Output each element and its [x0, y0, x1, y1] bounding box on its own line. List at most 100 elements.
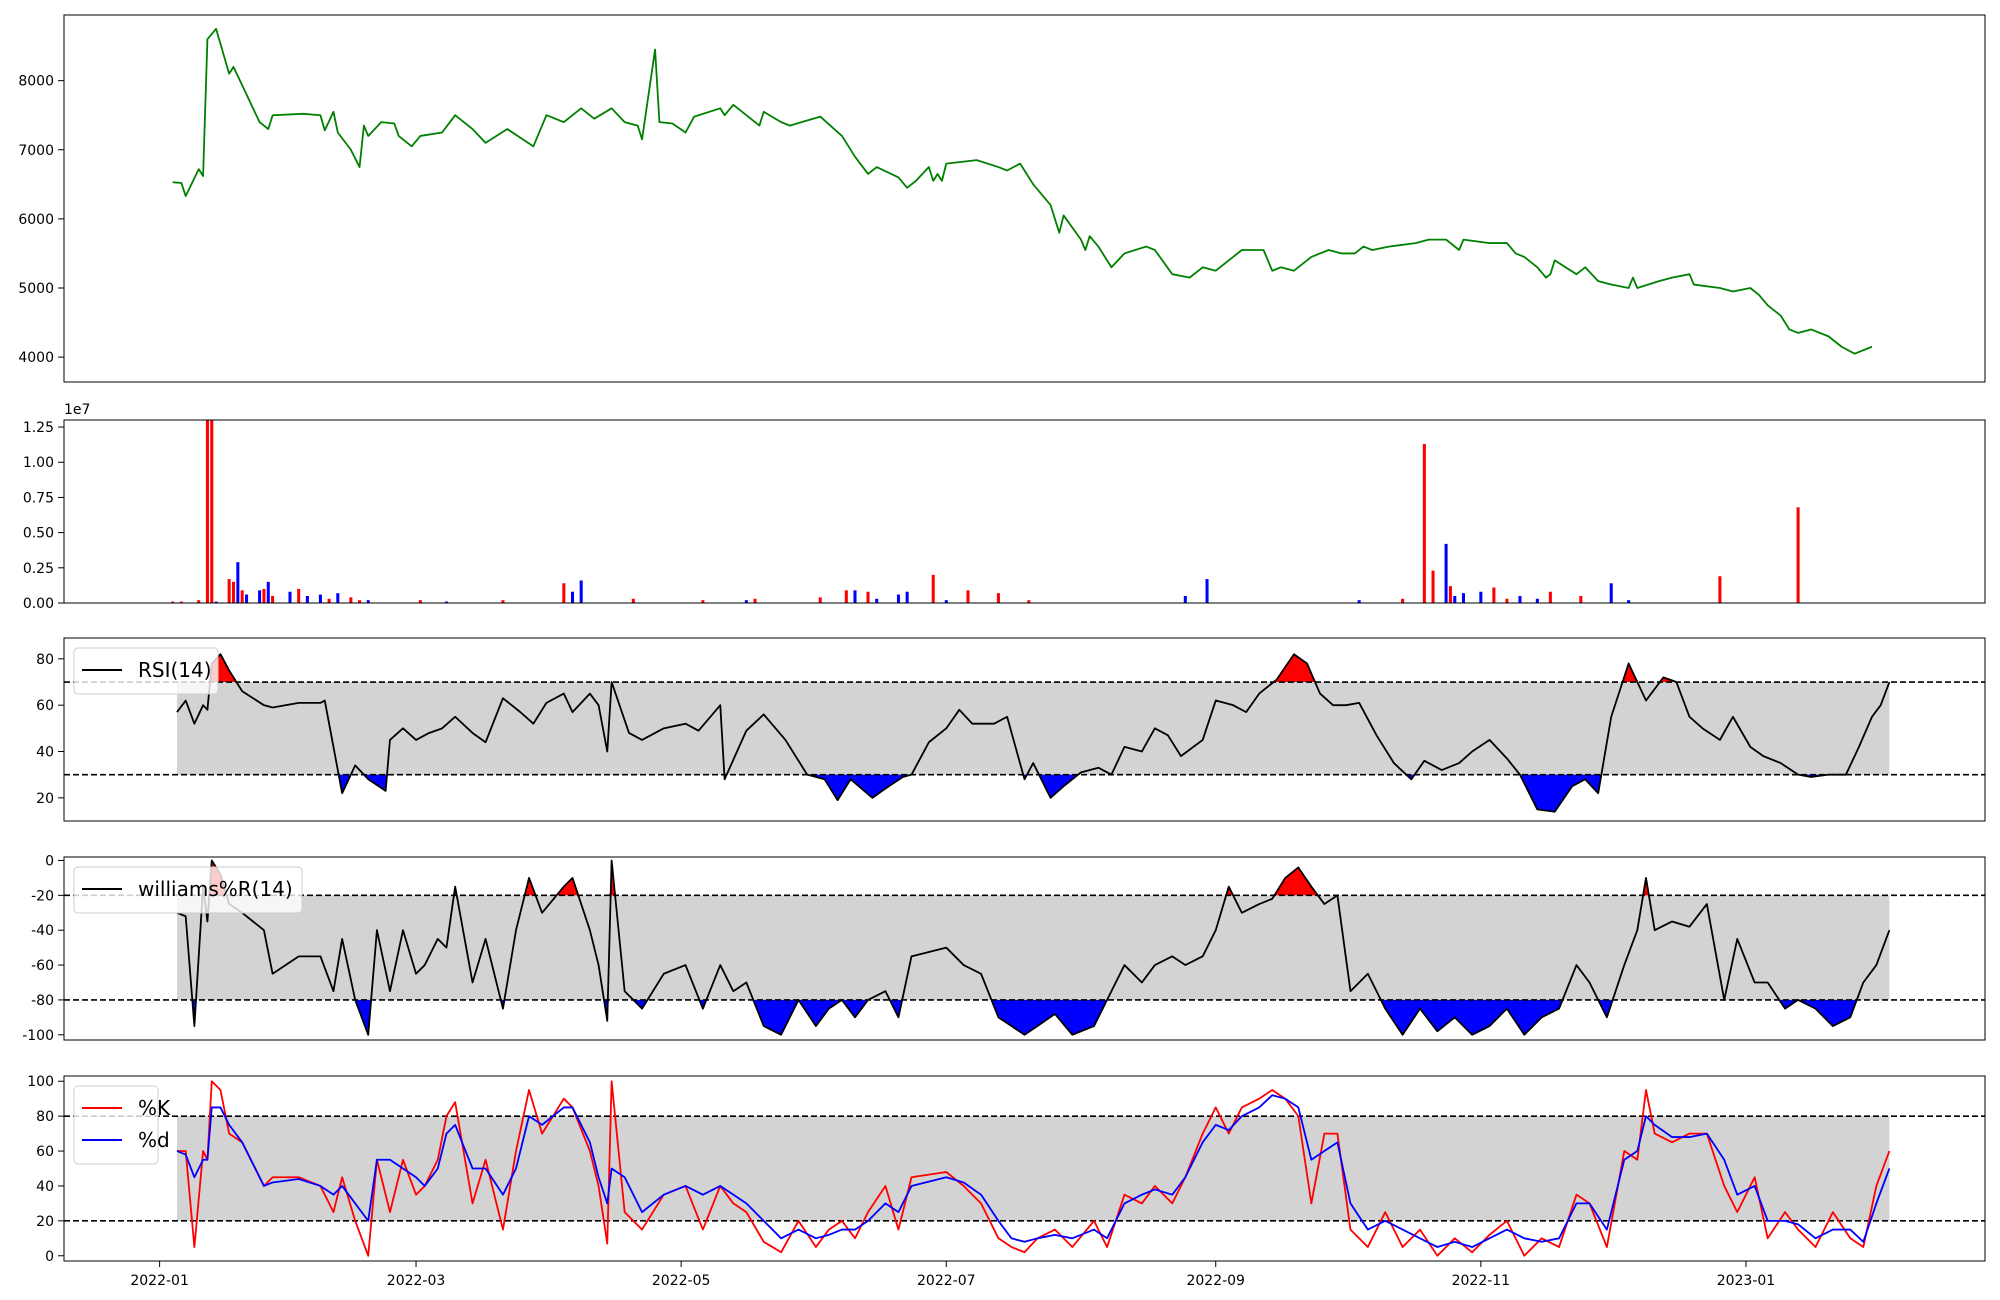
volume-bar	[753, 598, 757, 603]
volume-bar	[358, 600, 362, 603]
legend-label: RSI(14)	[138, 658, 212, 682]
panel-frame	[63, 1075, 1986, 1262]
y-tick-label: 80	[36, 652, 54, 668]
volume-bar	[245, 594, 249, 603]
legend-label: %K	[138, 1096, 171, 1120]
volume-bar	[501, 600, 505, 603]
volume-bar	[896, 594, 900, 603]
y-tick-label: 100	[27, 1074, 54, 1090]
x-tick-label: 2023-01	[1717, 1273, 1776, 1289]
neutral-band	[177, 895, 1890, 1000]
volume-bar	[579, 580, 583, 603]
volume-bar	[262, 588, 266, 603]
panel-frame	[63, 419, 1986, 604]
volume-bar	[570, 591, 575, 603]
volume-bar	[1444, 543, 1448, 603]
volume-bar	[1027, 600, 1031, 603]
neutral-band	[177, 1116, 1890, 1221]
volume-bar	[875, 598, 879, 603]
x-tick-label: 2022-03	[387, 1273, 446, 1289]
volume-bar	[1796, 507, 1800, 603]
y-tick-label: 0.75	[23, 490, 54, 506]
y-tick-label: 0	[45, 1249, 54, 1265]
y-tick-label: 0	[45, 853, 54, 869]
volume-bar	[944, 600, 948, 603]
y-tick-label: -20	[31, 888, 54, 904]
legend-box	[73, 647, 219, 695]
volume-bar	[240, 590, 244, 603]
volume-bar	[966, 590, 970, 603]
volume-bar	[1479, 591, 1483, 603]
oversold-fill	[177, 999, 1890, 1035]
volume-bar	[701, 600, 705, 603]
panel-frame	[63, 14, 1986, 383]
y-tick-label: 40	[36, 745, 54, 761]
stochastic-panel: 0 20 40 60 80 100 %K %d	[27, 1074, 1986, 1265]
volume-bar	[444, 601, 448, 603]
overbought-fill	[177, 862, 1890, 896]
volume-bar	[336, 593, 340, 603]
volume-bar	[1609, 583, 1613, 603]
volume-bar	[258, 590, 262, 603]
x-tick-label: 2022-09	[1186, 1273, 1245, 1289]
legend-box	[73, 866, 303, 914]
x-tick-label: 2022-05	[652, 1273, 711, 1289]
volume-bar	[366, 600, 370, 603]
volume-bar	[349, 597, 353, 603]
volume-bar	[562, 583, 566, 603]
volume-bar	[266, 581, 270, 603]
volume-bar	[327, 598, 331, 603]
y-tick-label: 6000	[18, 212, 54, 228]
y-tick-label: 0.25	[23, 561, 54, 577]
volume-bar	[297, 588, 301, 603]
volume-bar	[227, 579, 231, 603]
series-line	[176, 1094, 1891, 1248]
y-tick-label: 8000	[18, 74, 54, 90]
volume-bar	[1448, 586, 1452, 603]
volume-bar	[1535, 598, 1539, 603]
y-tick-label: 1.25	[23, 420, 54, 436]
legend: %K %d	[73, 1085, 171, 1165]
y-tick-label: 4000	[18, 350, 54, 366]
y-tick-label: 0.00	[23, 596, 54, 612]
price-line	[172, 27, 1873, 355]
volume-bar	[1579, 595, 1583, 603]
legend: williams%R(14)	[73, 866, 303, 914]
y-tick-label: 20	[36, 791, 54, 807]
volume-bar	[818, 597, 822, 603]
volume-bar	[844, 590, 848, 603]
overbought-fill	[177, 654, 1890, 683]
legend-label: %d	[138, 1128, 170, 1152]
y-tick-label: -80	[31, 993, 54, 1009]
volume-bar	[631, 598, 635, 603]
volume-bar	[1183, 595, 1187, 603]
volume-bar	[1627, 600, 1631, 603]
x-axis: 2022-01 2022-03 2022-05 2022-07 2022-09 2022-…	[130, 1261, 1775, 1289]
oversold-fill	[177, 774, 1890, 812]
y-tick-label: -40	[31, 923, 54, 939]
volume-bar	[418, 600, 422, 603]
y-tick-label: -100	[22, 1028, 54, 1044]
volume-bar	[1518, 595, 1522, 603]
volume-bar	[171, 601, 175, 603]
volume-bar	[744, 600, 748, 603]
series-line	[177, 1080, 1891, 1257]
volume-bar	[231, 581, 236, 603]
y-tick-label: 40	[36, 1179, 54, 1195]
volume-bar	[205, 420, 209, 603]
y-tick-label: 20	[36, 1214, 54, 1230]
volume-bar	[1205, 579, 1209, 603]
rsi-panel: 20 40 60 80 RSI(14)	[36, 637, 1986, 822]
y-tick-label: 7000	[18, 143, 54, 159]
x-tick-label: 2022-01	[130, 1273, 189, 1289]
volume-bar	[197, 600, 201, 603]
volume-bar	[905, 591, 909, 603]
volume-bar	[318, 594, 322, 603]
volume-bar	[931, 574, 935, 603]
volume-bar	[1505, 598, 1509, 603]
series-line	[176, 653, 1891, 813]
price-panel: 4000 5000 6000 7000 8000	[18, 14, 1986, 383]
volume-bar	[179, 601, 183, 603]
y-tick-label: 80	[36, 1109, 54, 1125]
legend: RSI(14)	[73, 647, 219, 695]
